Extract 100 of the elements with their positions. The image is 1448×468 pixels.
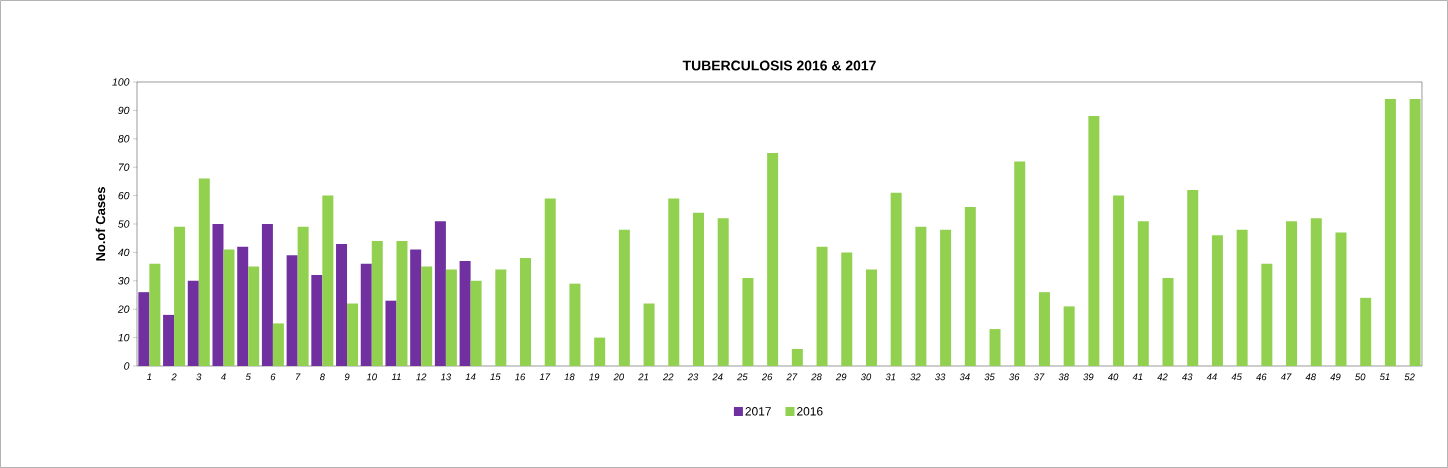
x-tick-label: 30 — [860, 373, 872, 381]
x-tick-label: 39 — [1083, 373, 1094, 381]
bar — [1014, 161, 1026, 366]
bar — [410, 249, 422, 366]
bar — [1038, 292, 1050, 366]
legend-label: 2016 — [797, 407, 823, 416]
x-tick-label: 11 — [391, 373, 401, 381]
x-tick-label: 23 — [687, 373, 699, 381]
bar — [964, 206, 976, 366]
bar — [385, 300, 397, 366]
bar — [297, 226, 309, 366]
bar — [322, 195, 334, 366]
x-tick-label: 46 — [1256, 373, 1267, 381]
x-tick-label: 6 — [270, 373, 276, 381]
x-tick-label: 32 — [910, 373, 921, 381]
bar — [742, 277, 754, 366]
bar — [470, 280, 482, 366]
bar — [149, 263, 161, 366]
bar — [989, 329, 1001, 366]
bar — [163, 314, 175, 366]
bar — [237, 246, 249, 366]
bar — [347, 303, 359, 366]
x-tick-label: 45 — [1231, 373, 1242, 381]
x-tick-label: 14 — [465, 373, 476, 381]
bar — [248, 266, 260, 366]
bar — [1335, 232, 1347, 366]
bar — [434, 221, 446, 366]
x-tick-label: 50 — [1355, 373, 1366, 381]
bar — [360, 263, 372, 366]
x-tick-label: 15 — [490, 373, 501, 381]
bar — [693, 212, 704, 366]
bar — [495, 269, 507, 366]
bar — [1409, 99, 1421, 366]
y-tick-label: 70 — [118, 163, 130, 171]
x-tick-label: 2 — [171, 373, 177, 381]
y-tick-label: 0 — [124, 362, 130, 370]
bar — [643, 303, 655, 366]
x-tick-label: 42 — [1157, 373, 1168, 381]
bar — [1162, 277, 1174, 366]
bar — [816, 246, 828, 366]
x-tick-label: 49 — [1330, 373, 1341, 381]
x-tick-label: 21 — [638, 373, 649, 381]
bar — [286, 255, 298, 366]
y-tick-label: 90 — [118, 106, 130, 115]
x-tick-label: 27 — [786, 373, 798, 381]
x-tick-label: 22 — [662, 373, 674, 381]
x-tick-label: 9 — [344, 373, 350, 381]
bar — [940, 229, 952, 366]
bar — [371, 241, 383, 366]
bar — [915, 226, 927, 366]
bar — [174, 226, 186, 366]
x-tick-label: 26 — [761, 373, 773, 381]
x-tick-label: 43 — [1182, 373, 1193, 381]
x-tick-label: 1 — [146, 373, 152, 381]
bar — [1360, 297, 1372, 366]
bar — [791, 348, 803, 366]
bar — [187, 280, 199, 366]
bar — [1310, 218, 1322, 366]
x-tick-label: 36 — [1009, 373, 1020, 381]
bar — [841, 252, 853, 366]
bar — [223, 249, 235, 366]
bar — [618, 229, 630, 366]
bar — [668, 198, 680, 366]
y-axis-title: No.of Cases — [95, 187, 106, 261]
x-tick-label: 35 — [984, 373, 995, 381]
bar — [890, 192, 902, 366]
chart-title: TUBERCULOSIS 2016 & 2017 — [682, 60, 876, 71]
x-tick-label: 31 — [885, 373, 896, 381]
bar — [1063, 306, 1075, 366]
bar — [767, 153, 779, 366]
x-tick-label: 17 — [539, 373, 551, 381]
x-tick-label: 5 — [245, 373, 251, 381]
x-tick-label: 7 — [295, 373, 301, 381]
bar — [1088, 116, 1100, 366]
bar — [1211, 235, 1223, 366]
bar — [1286, 221, 1298, 366]
bar — [138, 292, 150, 366]
x-tick-label: 25 — [737, 373, 748, 381]
x-tick-label: 3 — [196, 373, 202, 381]
bar — [1236, 229, 1248, 366]
bar — [445, 269, 457, 366]
y-tick-label: 100 — [112, 78, 130, 86]
x-tick-label: 29 — [835, 373, 847, 381]
x-tick-label: 48 — [1305, 373, 1316, 381]
x-tick-label: 28 — [811, 373, 822, 381]
y-tick-label: 60 — [118, 191, 130, 200]
y-tick-label: 50 — [118, 220, 130, 228]
bar — [569, 283, 581, 366]
bar — [717, 218, 729, 366]
x-tick-label: 40 — [1107, 373, 1119, 381]
bar — [520, 258, 532, 366]
bar — [1187, 189, 1199, 366]
bar — [421, 266, 433, 366]
x-tick-label: 51 — [1379, 373, 1390, 381]
x-tick-label: 44 — [1206, 373, 1217, 381]
x-tick-label: 8 — [319, 373, 325, 381]
x-tick-label: 19 — [589, 373, 600, 381]
x-tick-label: 34 — [959, 373, 970, 381]
bar — [311, 275, 323, 366]
x-tick-label: 16 — [515, 373, 526, 381]
